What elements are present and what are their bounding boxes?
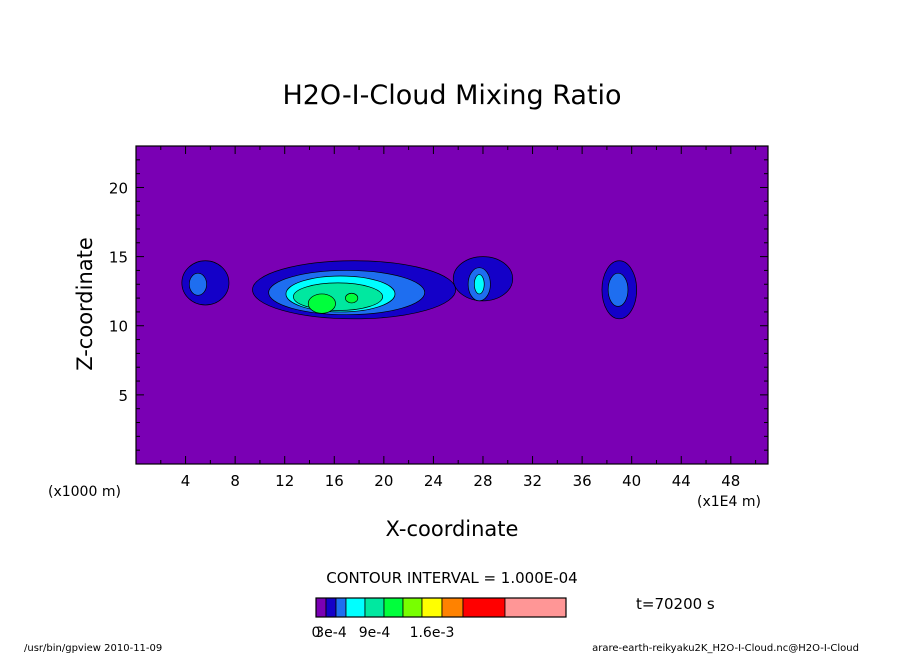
contour-layer — [181, 256, 637, 320]
x-tick-label: 32 — [523, 472, 542, 490]
contour-interval-label: CONTOUR INTERVAL = 1.000E-04 — [326, 569, 577, 587]
x-tick-label: 8 — [230, 472, 240, 490]
colorbar-swatch-8 — [441, 597, 464, 618]
colorbar-swatch-0 — [315, 597, 327, 618]
x-tick-label: 12 — [275, 472, 294, 490]
y-tick-label: 10 — [109, 318, 128, 336]
y-tick-label: 20 — [109, 179, 128, 197]
colorbar-frame — [315, 597, 567, 618]
colorbar-labels: 03e-4 9e-4 1.6e-3 — [312, 625, 455, 641]
colorbar — [315, 597, 567, 618]
time-label: t=70200 s — [636, 595, 715, 613]
contour-region-9 — [473, 274, 485, 295]
footer-right: arare-earth-reikyaku2K_H2O-I-Cloud.nc@H2… — [592, 643, 859, 654]
contour-region-12 — [345, 292, 359, 304]
x-tick-label: 44 — [672, 472, 691, 490]
footer-left: /usr/bin/gpview 2010-11-09 — [24, 643, 162, 654]
colorbar-swatch-10 — [504, 597, 567, 618]
x-unit-left-label: (x1000 m) — [48, 484, 121, 500]
colorbar-swatch-7 — [421, 597, 443, 618]
x-tick-label: 20 — [374, 472, 393, 490]
y-tick-label: 15 — [109, 249, 128, 267]
colorbar-swatch-4 — [364, 597, 385, 618]
colorbar-swatch-1 — [325, 597, 337, 618]
chart-title: H2O-I-Cloud Mixing Ratio — [282, 80, 621, 111]
colorbar-swatch-6 — [402, 597, 423, 618]
plot-background — [136, 146, 768, 464]
x-tick-label: 28 — [473, 472, 492, 490]
plot-frame — [135, 145, 769, 465]
x-tick-label: 36 — [573, 472, 592, 490]
x-tick-label: 24 — [424, 472, 443, 490]
x-tick-label: 40 — [622, 472, 641, 490]
contour-region-4 — [188, 272, 207, 296]
x-tick-label: 4 — [181, 472, 191, 490]
colorbar-swatch-3 — [345, 597, 366, 618]
colorbar-label: 9e-4 — [359, 625, 391, 641]
colorbar-label: 0 — [312, 625, 321, 641]
x-unit-right-label: (x1E4 m) — [697, 494, 761, 510]
colorbar-label: 3e-4 — [315, 625, 347, 641]
colorbar-label: 1.6e-3 — [410, 625, 455, 641]
contour-region-11 — [307, 293, 336, 314]
colorbar-swatch-2 — [335, 597, 347, 618]
contour-region-7 — [607, 272, 629, 307]
contour-region-10 — [293, 282, 383, 311]
colorbar-swatch-9 — [462, 597, 506, 618]
y-tick-label: 5 — [118, 387, 128, 405]
x-axis-label: X-coordinate — [386, 517, 519, 541]
y-axis-label: Z-coordinate — [73, 237, 97, 371]
x-tick-label: 16 — [325, 472, 344, 490]
x-tick-label: 48 — [721, 472, 740, 490]
colorbar-swatch-5 — [383, 597, 404, 618]
